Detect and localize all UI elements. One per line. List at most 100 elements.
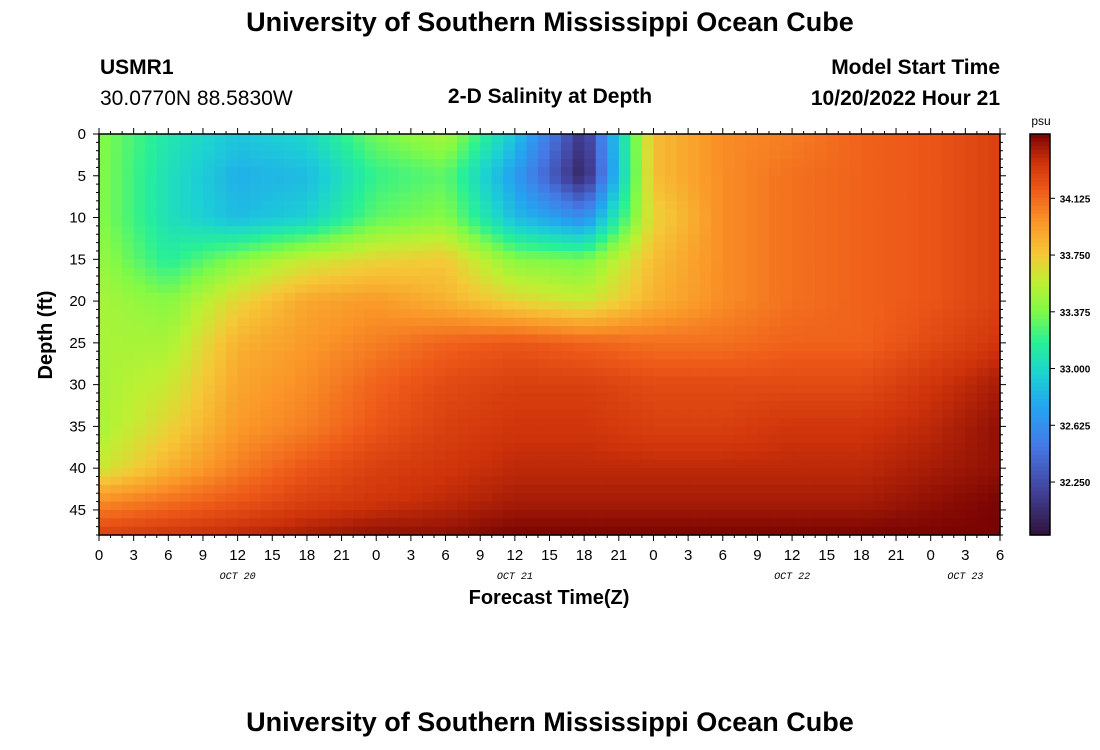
- heatmap-cell: [156, 426, 169, 436]
- heatmap-cell: [410, 501, 424, 511]
- heatmap-cell: [491, 167, 504, 177]
- heatmap-cell: [896, 217, 909, 227]
- heatmap-cell: [930, 359, 943, 369]
- heatmap-cell: [99, 234, 112, 244]
- heatmap-cell: [306, 342, 320, 352]
- heatmap-cell: [572, 234, 585, 244]
- heatmap-cell: [688, 384, 701, 394]
- heatmap-cell: [641, 459, 655, 469]
- heatmap-cell: [896, 459, 909, 469]
- heatmap-cell: [561, 250, 574, 260]
- heatmap-cell: [341, 142, 354, 152]
- heatmap-cell: [722, 509, 735, 519]
- x-tick-label: 18: [299, 547, 316, 564]
- heatmap-cell: [202, 367, 216, 377]
- heatmap-cell: [503, 184, 516, 194]
- heatmap-cell: [514, 309, 527, 319]
- heatmap-cell: [179, 234, 193, 244]
- colorbar-band: [1030, 138, 1050, 143]
- heatmap-cell: [364, 392, 377, 402]
- heatmap-cell: [376, 301, 389, 311]
- heatmap-cell: [953, 284, 966, 294]
- heatmap-cell: [988, 392, 1001, 402]
- heatmap-cell: [630, 326, 643, 336]
- heatmap-cell: [665, 276, 678, 285]
- heatmap-cell: [214, 459, 227, 469]
- heatmap-cell: [549, 326, 562, 336]
- heatmap-cell: [722, 376, 735, 386]
- heatmap-cell: [653, 217, 666, 227]
- heatmap-cell: [387, 234, 400, 244]
- heatmap-cell: [353, 392, 366, 402]
- heatmap-cell: [503, 276, 516, 285]
- heatmap-cell: [792, 259, 805, 269]
- heatmap-cell: [734, 292, 747, 302]
- heatmap-cell: [722, 159, 735, 169]
- heatmap-cell: [376, 167, 389, 177]
- heatmap-cell: [618, 175, 631, 185]
- heatmap-cell: [849, 451, 862, 461]
- heatmap-cell: [457, 468, 470, 478]
- heatmap-cell: [99, 267, 112, 277]
- heatmap-cell: [410, 301, 424, 311]
- heatmap-cell: [353, 250, 366, 260]
- heatmap-cell: [295, 359, 308, 369]
- heatmap-cell: [399, 317, 412, 327]
- heatmap-cell: [514, 184, 527, 194]
- heatmap-cell: [341, 443, 354, 453]
- heatmap-cell: [780, 342, 793, 352]
- heatmap-cell: [722, 334, 735, 344]
- heatmap-cell: [376, 334, 389, 344]
- heatmap-cell: [584, 351, 597, 361]
- heatmap-cell: [99, 418, 112, 427]
- heatmap-cell: [353, 443, 366, 453]
- heatmap-cell: [861, 276, 874, 285]
- heatmap-cell: [572, 359, 585, 369]
- heatmap-cell: [595, 434, 608, 444]
- heatmap-cell: [768, 392, 782, 402]
- heatmap-cell: [976, 476, 990, 486]
- heatmap-cell: [214, 175, 227, 185]
- heatmap-cell: [468, 443, 481, 453]
- colorbar-band: [1030, 414, 1050, 420]
- heatmap-cell: [768, 209, 782, 219]
- heatmap-cell: [237, 217, 250, 227]
- heatmap-cell: [861, 468, 874, 478]
- heatmap-cell: [953, 326, 966, 336]
- heatmap-cell: [826, 334, 839, 344]
- heatmap-cell: [295, 426, 308, 436]
- heatmap-cell: [780, 267, 793, 277]
- heatmap-cell: [480, 459, 493, 469]
- heatmap-cell: [145, 392, 158, 402]
- heatmap-cell: [653, 242, 666, 252]
- heatmap-cell: [838, 192, 851, 202]
- heatmap-cell: [976, 426, 990, 436]
- heatmap-cell: [168, 426, 181, 436]
- heatmap-cell: [249, 468, 262, 478]
- heatmap-cell: [272, 276, 285, 285]
- colorbar-band: [1030, 266, 1050, 271]
- heatmap-cell: [711, 451, 724, 461]
- heatmap-cell: [433, 459, 447, 469]
- heatmap-cell: [861, 443, 874, 453]
- heatmap-cell: [514, 384, 527, 394]
- heatmap-cell: [480, 367, 493, 377]
- heatmap-cell: [595, 309, 608, 319]
- heatmap-cell: [849, 334, 862, 344]
- heatmap-cell: [884, 392, 897, 402]
- heatmap-cell: [353, 459, 366, 469]
- heatmap-cell: [561, 217, 574, 227]
- colorbar-band: [1030, 294, 1050, 300]
- heatmap-cell: [896, 334, 909, 344]
- heatmap-cell: [445, 468, 458, 478]
- heatmap-cell: [988, 401, 1001, 411]
- heatmap-cell: [607, 459, 620, 469]
- heatmap-cell: [133, 217, 146, 227]
- heatmap-cell: [387, 317, 400, 327]
- heatmap-cell: [653, 367, 666, 377]
- heatmap-cell: [110, 451, 123, 461]
- heatmap-cell: [630, 426, 643, 436]
- heatmap-cell: [306, 426, 320, 436]
- heatmap-cell: [99, 359, 112, 369]
- heatmap-cell: [653, 526, 666, 536]
